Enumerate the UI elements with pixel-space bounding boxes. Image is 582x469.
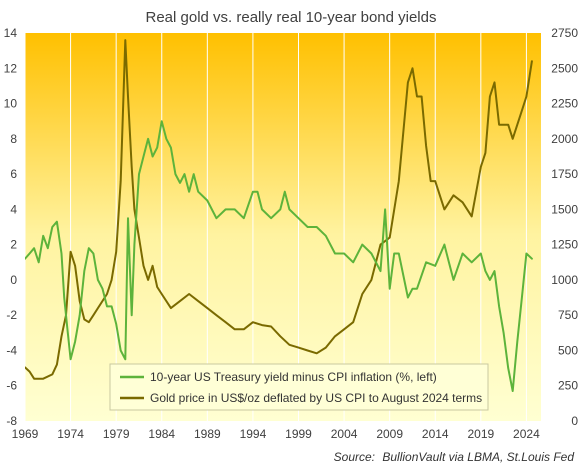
x-tick-label: 1984	[148, 427, 175, 441]
right-tick-label: 1250	[551, 238, 578, 252]
right-tick-label: 1000	[551, 273, 578, 287]
left-tick-label: 14	[4, 26, 18, 40]
left-tick-label: 6	[10, 167, 17, 181]
plot-background	[25, 33, 541, 421]
right-tick-label: 0	[571, 414, 578, 428]
x-tick-label: 2009	[376, 427, 403, 441]
left-tick-label: 8	[10, 132, 17, 146]
right-tick-label: 250	[558, 379, 578, 393]
x-tick-label: 1979	[103, 427, 130, 441]
left-axis: -8 -6 -4 -2 0 2 4 6 8 10 12 14	[4, 26, 18, 428]
series-line-gold	[25, 39, 533, 380]
legend-box	[109, 363, 489, 411]
right-tick-label: 2000	[551, 132, 578, 146]
x-tick-label: 2014	[422, 427, 449, 441]
x-tick-label: 1969	[12, 427, 39, 441]
legend-label-yield: 10-year US Treasury yield minus CPI infl…	[150, 370, 437, 384]
legend-label-gold: Gold price in US$/oz deflated by US CPI …	[150, 391, 482, 405]
source-value: BullionVault via LBMA, St.Louis Fed	[382, 450, 574, 464]
series-line-yield	[25, 120, 533, 392]
chart-title: Real gold vs. really real 10-year bond y…	[146, 9, 437, 26]
left-tick-label: 4	[10, 202, 17, 216]
source-label: Source:	[334, 450, 375, 464]
left-tick-label: 0	[10, 273, 17, 287]
x-tick-label: 1994	[240, 427, 267, 441]
x-tick-label: 2024	[513, 427, 540, 441]
left-tick-label: 2	[10, 238, 17, 252]
x-tick-label: 2004	[331, 427, 358, 441]
left-tick-label: -8	[6, 414, 17, 428]
x-tick-label: 1999	[285, 427, 312, 441]
right-axis: 0 250 500 750 1000 1250 1500 1750 2000 2250 2500 27…	[551, 26, 578, 428]
series-layer	[25, 39, 533, 392]
right-tick-label: 2750	[551, 26, 578, 40]
right-tick-label: 2500	[551, 61, 578, 75]
x-tick-label: 1989	[194, 427, 221, 441]
right-tick-label: 1500	[551, 202, 578, 216]
right-tick-label: 750	[558, 308, 578, 322]
left-tick-label: -4	[6, 343, 17, 357]
right-tick-label: 500	[558, 343, 578, 357]
source-note: Source: BullionVault via LBMA, St.Louis …	[334, 450, 575, 464]
x-axis: 1969 1974 1979 1984 1989 1994 1999 2004 2009 2014…	[12, 427, 540, 441]
x-tick-label: 1974	[57, 427, 84, 441]
x-tick-label: 2019	[467, 427, 494, 441]
legend: 10-year US Treasury yield minus CPI infl…	[109, 363, 489, 411]
left-tick-label: -6	[6, 379, 17, 393]
right-tick-label: 1750	[551, 167, 578, 181]
right-tick-label: 2250	[551, 97, 578, 111]
left-tick-label: 10	[4, 97, 18, 111]
left-tick-label: 12	[4, 61, 18, 75]
left-tick-label: -2	[6, 308, 17, 322]
